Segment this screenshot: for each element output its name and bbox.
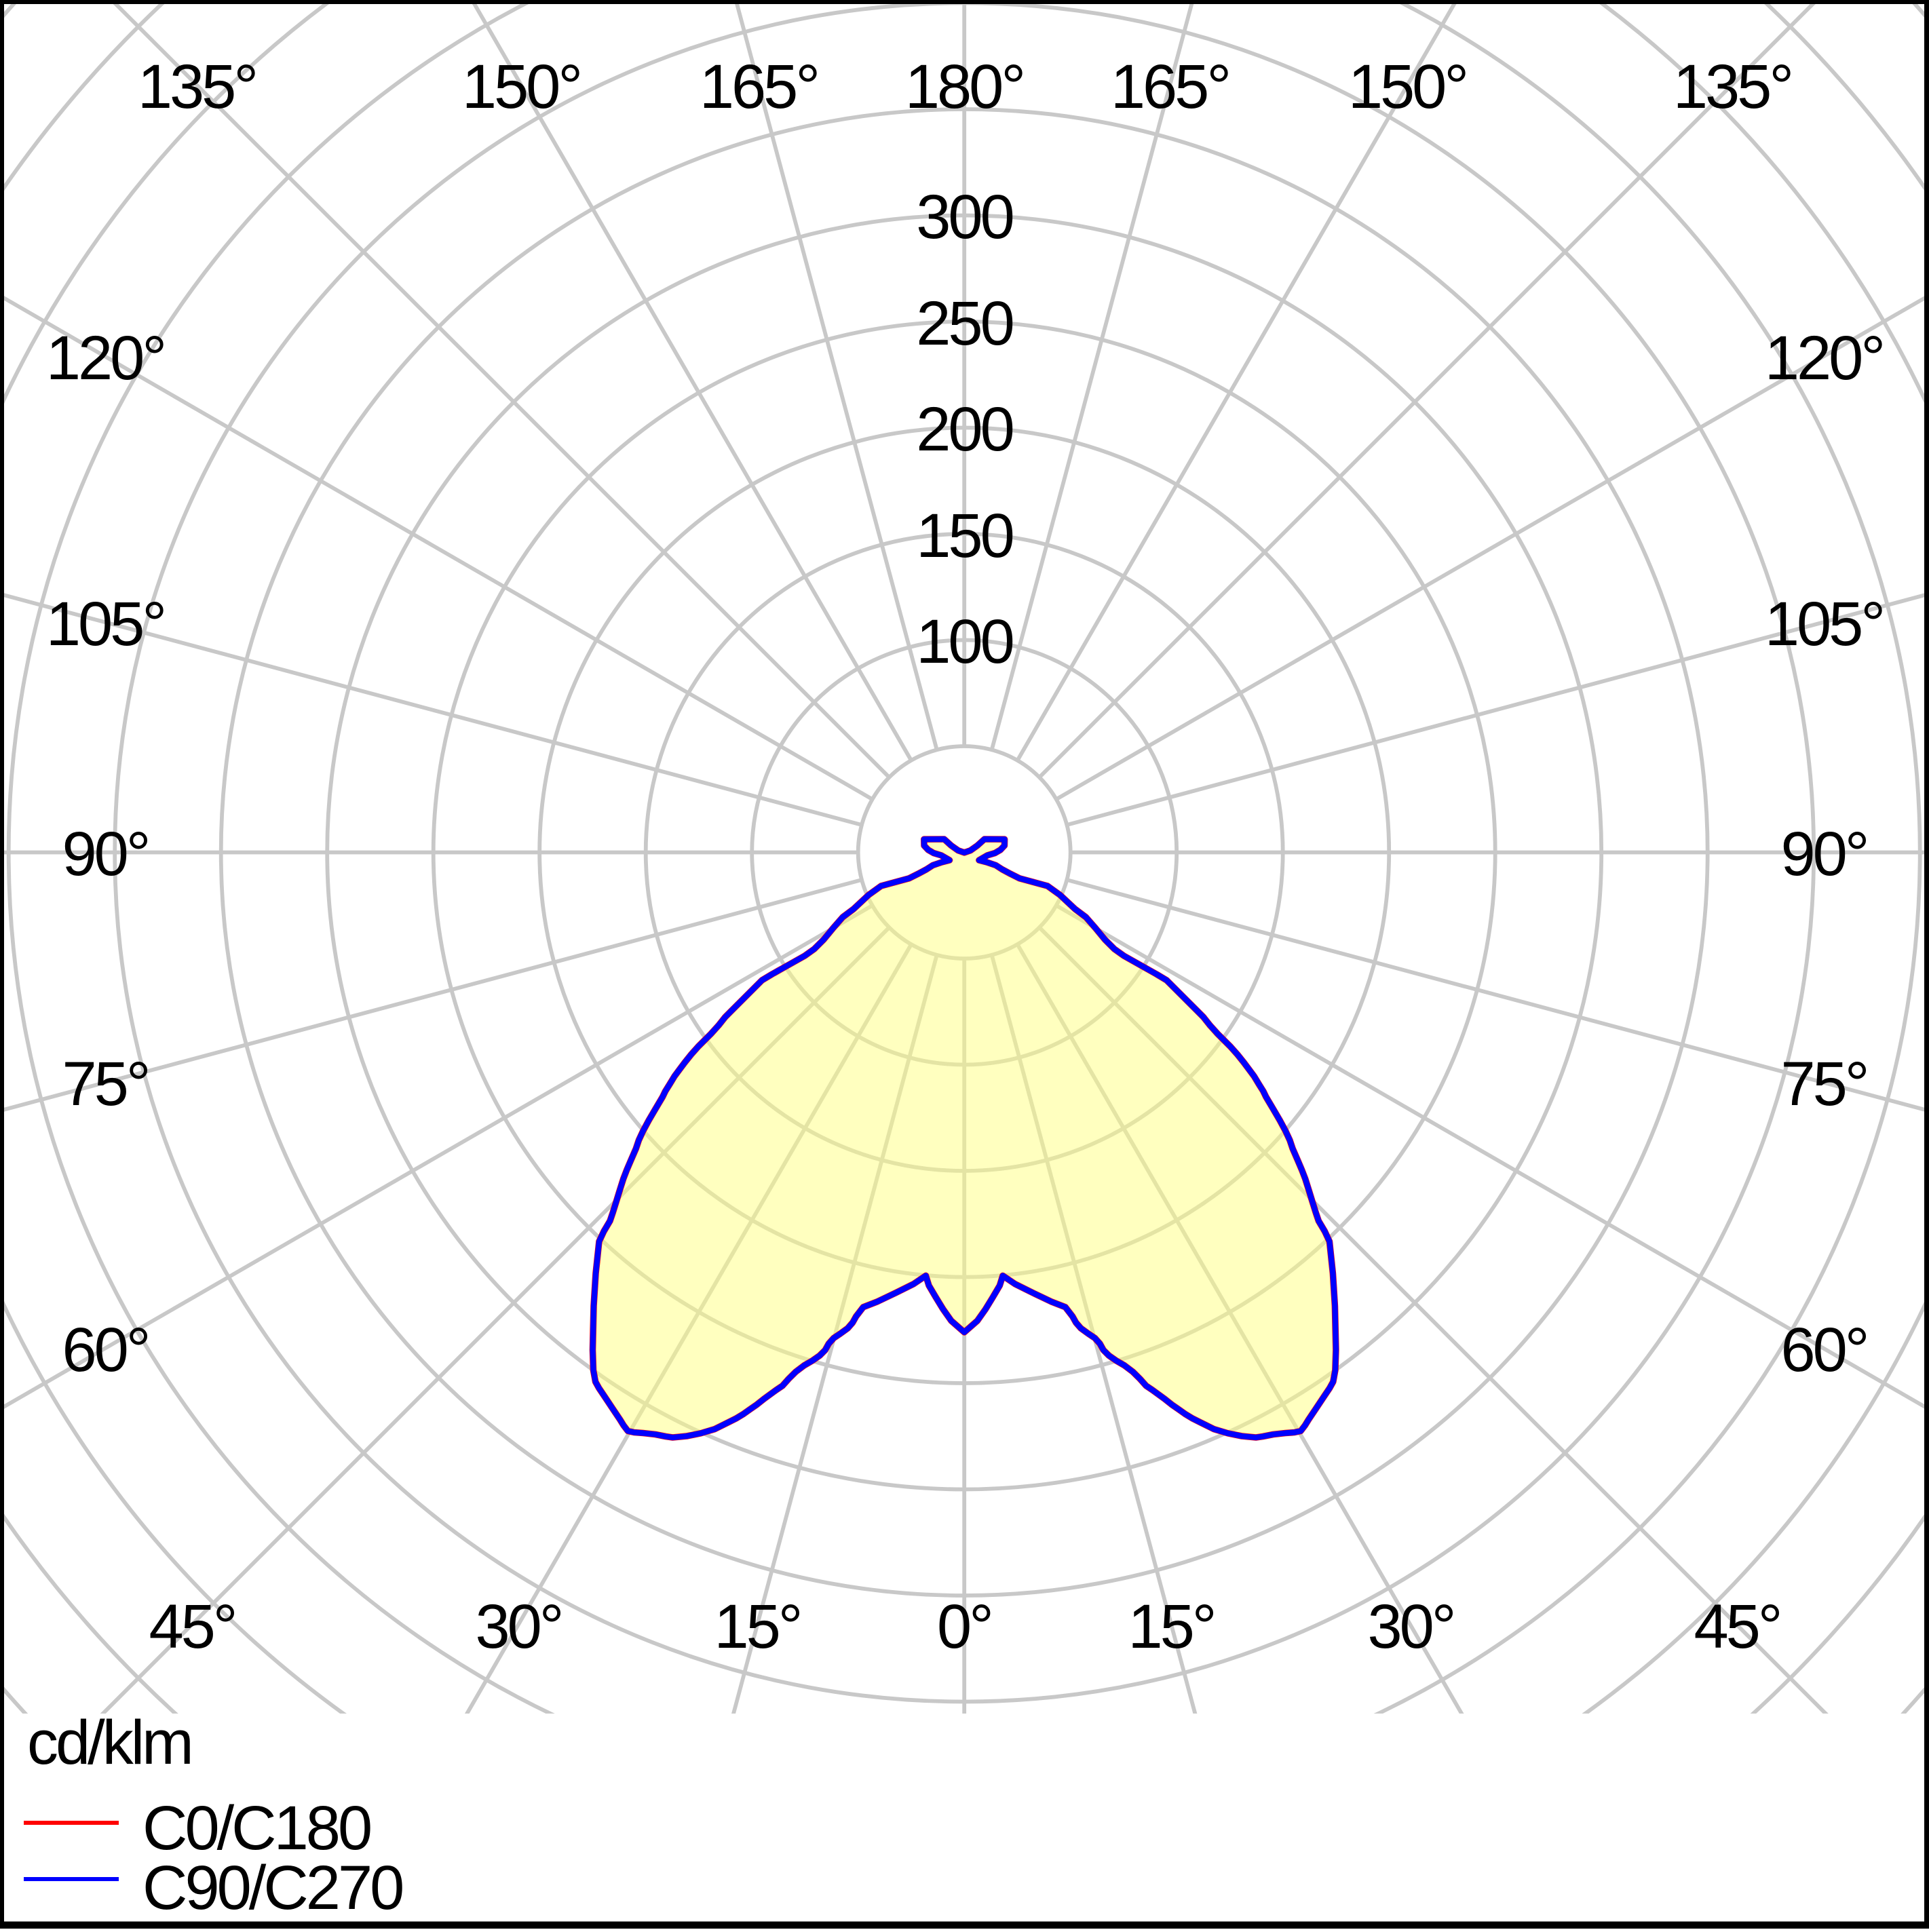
svg-text:75°: 75° xyxy=(62,1049,148,1119)
svg-text:150: 150 xyxy=(916,501,1012,571)
svg-text:105°: 105° xyxy=(46,590,164,659)
svg-text:15°: 15° xyxy=(1128,1592,1214,1661)
svg-text:60°: 60° xyxy=(1780,1315,1867,1385)
svg-text:0°: 0° xyxy=(937,1592,991,1661)
svg-text:45°: 45° xyxy=(1694,1592,1780,1661)
svg-text:cd/klm: cd/klm xyxy=(27,1708,191,1777)
svg-text:75°: 75° xyxy=(1780,1049,1867,1119)
svg-text:165°: 165° xyxy=(700,52,818,121)
svg-text:150°: 150° xyxy=(462,52,580,121)
svg-text:165°: 165° xyxy=(1111,52,1229,121)
svg-text:180°: 180° xyxy=(905,52,1023,121)
svg-text:90°: 90° xyxy=(62,819,148,889)
svg-text:105°: 105° xyxy=(1765,590,1883,659)
svg-text:15°: 15° xyxy=(714,1592,800,1661)
svg-text:60°: 60° xyxy=(62,1315,148,1385)
svg-text:135°: 135° xyxy=(1673,52,1791,121)
svg-text:300: 300 xyxy=(916,182,1012,252)
svg-text:30°: 30° xyxy=(475,1592,561,1661)
svg-text:120°: 120° xyxy=(1765,324,1883,393)
svg-text:120°: 120° xyxy=(46,324,164,393)
svg-text:90°: 90° xyxy=(1780,819,1867,889)
svg-text:250: 250 xyxy=(916,289,1012,358)
svg-text:135°: 135° xyxy=(138,52,256,121)
svg-text:45°: 45° xyxy=(149,1592,235,1661)
svg-text:150°: 150° xyxy=(1348,52,1466,121)
svg-text:C90/C270: C90/C270 xyxy=(142,1853,402,1923)
svg-text:30°: 30° xyxy=(1367,1592,1453,1661)
svg-text:C0/C180: C0/C180 xyxy=(142,1794,370,1863)
svg-text:200: 200 xyxy=(916,395,1012,464)
svg-text:100: 100 xyxy=(916,607,1012,676)
